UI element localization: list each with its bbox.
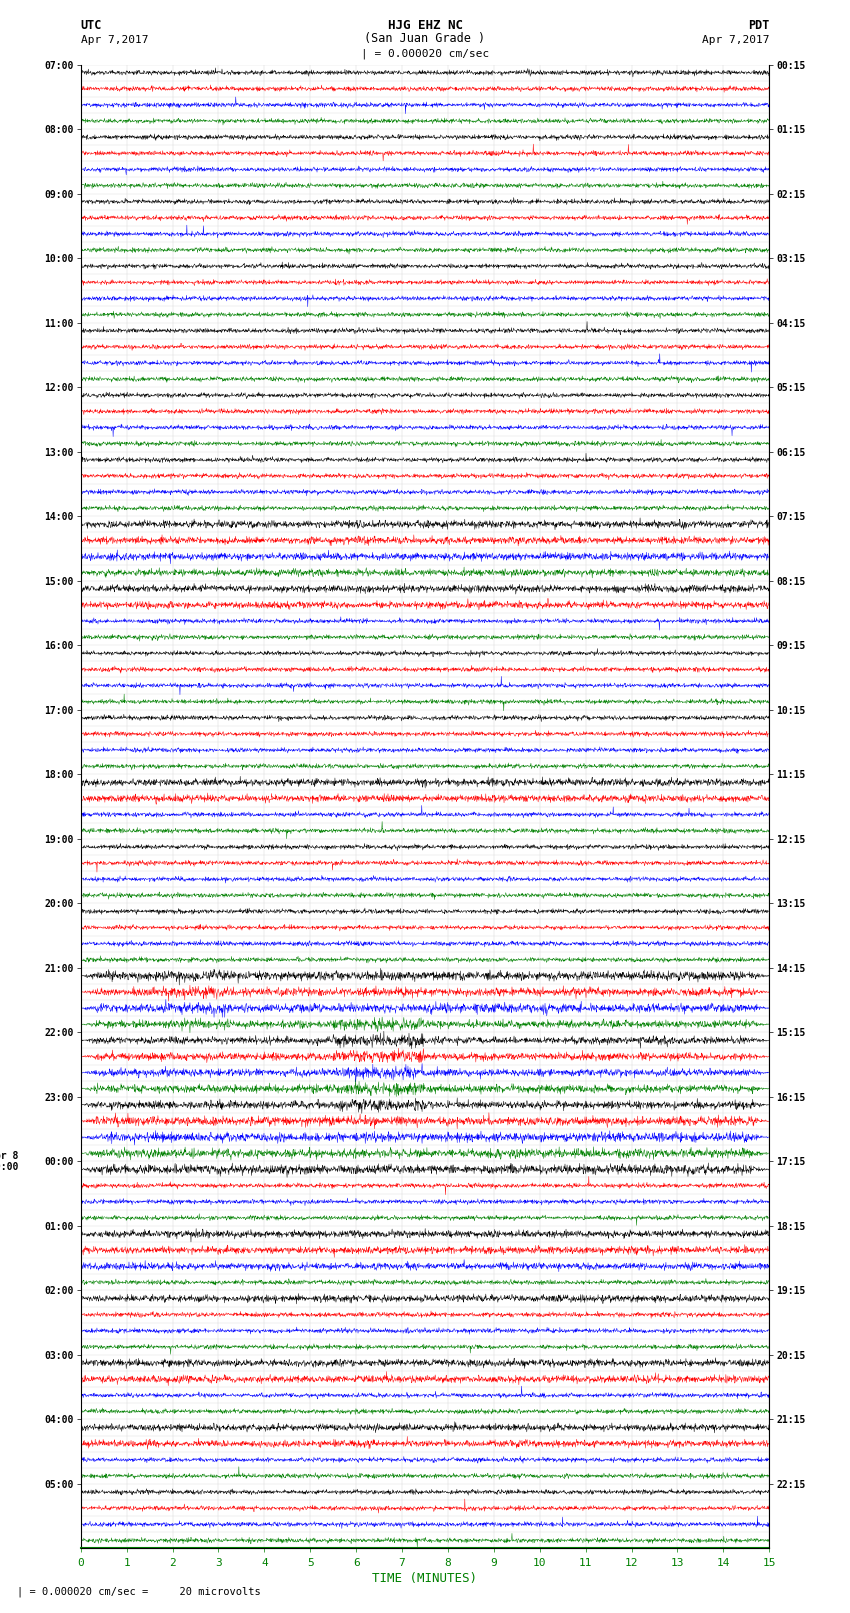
- Text: Apr 8
00:00: Apr 8 00:00: [0, 1150, 18, 1173]
- Text: | = 0.000020 cm/sec =     20 microvolts: | = 0.000020 cm/sec = 20 microvolts: [17, 1586, 261, 1597]
- Text: HJG EHZ NC: HJG EHZ NC: [388, 19, 462, 32]
- Text: | = 0.000020 cm/sec: | = 0.000020 cm/sec: [361, 48, 489, 58]
- Text: UTC: UTC: [81, 19, 102, 32]
- X-axis label: TIME (MINUTES): TIME (MINUTES): [372, 1571, 478, 1584]
- Text: PDT: PDT: [748, 19, 769, 32]
- Text: Apr 7,2017: Apr 7,2017: [81, 35, 148, 45]
- Text: Apr 7,2017: Apr 7,2017: [702, 35, 769, 45]
- Text: (San Juan Grade ): (San Juan Grade ): [365, 32, 485, 45]
